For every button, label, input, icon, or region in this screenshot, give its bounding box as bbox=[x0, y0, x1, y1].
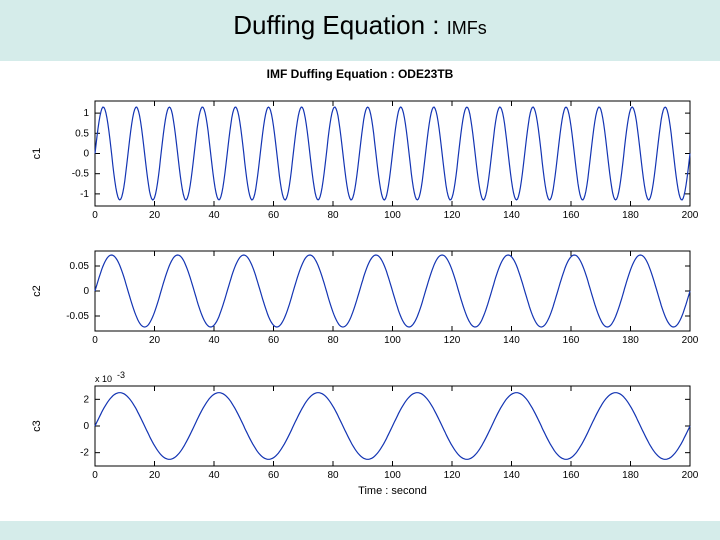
svg-text:60: 60 bbox=[268, 470, 280, 481]
svg-text:0: 0 bbox=[92, 470, 98, 481]
svg-text:180: 180 bbox=[622, 335, 639, 346]
svg-text:20: 20 bbox=[149, 470, 161, 481]
svg-text:180: 180 bbox=[622, 470, 639, 481]
svg-text:120: 120 bbox=[444, 470, 461, 481]
title-main: Duffing Equation : bbox=[233, 10, 446, 40]
svg-text:200: 200 bbox=[682, 470, 699, 481]
svg-text:80: 80 bbox=[327, 335, 339, 346]
svg-text:0: 0 bbox=[83, 421, 89, 432]
svg-text:80: 80 bbox=[327, 470, 339, 481]
svg-text:180: 180 bbox=[622, 210, 639, 221]
svg-text:60: 60 bbox=[268, 335, 280, 346]
svg-text:0: 0 bbox=[92, 335, 98, 346]
chart-svg: 020406080100120140160180200-1-0.500.51c1… bbox=[0, 61, 720, 521]
svg-text:40: 40 bbox=[208, 470, 220, 481]
svg-text:-3: -3 bbox=[117, 370, 125, 380]
svg-text:200: 200 bbox=[682, 335, 699, 346]
svg-text:80: 80 bbox=[327, 210, 339, 221]
svg-text:0.5: 0.5 bbox=[75, 128, 89, 139]
svg-text:20: 20 bbox=[149, 335, 161, 346]
svg-text:x 10: x 10 bbox=[95, 374, 112, 384]
svg-text:-0.5: -0.5 bbox=[72, 169, 90, 180]
svg-text:140: 140 bbox=[503, 470, 520, 481]
svg-text:1: 1 bbox=[83, 108, 89, 119]
svg-text:140: 140 bbox=[503, 210, 520, 221]
svg-text:160: 160 bbox=[563, 210, 580, 221]
svg-text:0.05: 0.05 bbox=[70, 261, 90, 272]
svg-text:0: 0 bbox=[83, 149, 89, 160]
svg-text:140: 140 bbox=[503, 335, 520, 346]
svg-text:160: 160 bbox=[563, 335, 580, 346]
figure-area: IMF Duffing Equation : ODE23TB 020406080… bbox=[0, 61, 720, 521]
svg-text:20: 20 bbox=[149, 210, 161, 221]
svg-text:0: 0 bbox=[83, 286, 89, 297]
svg-text:200: 200 bbox=[682, 210, 699, 221]
svg-text:40: 40 bbox=[208, 210, 220, 221]
svg-text:40: 40 bbox=[208, 335, 220, 346]
svg-text:60: 60 bbox=[268, 210, 280, 221]
svg-text:2: 2 bbox=[83, 394, 89, 405]
svg-text:100: 100 bbox=[384, 335, 401, 346]
svg-text:c1: c1 bbox=[31, 148, 43, 160]
svg-text:c2: c2 bbox=[31, 285, 43, 297]
svg-text:100: 100 bbox=[384, 470, 401, 481]
svg-text:100: 100 bbox=[384, 210, 401, 221]
svg-text:-1: -1 bbox=[80, 189, 89, 200]
svg-text:c3: c3 bbox=[31, 420, 43, 432]
svg-text:-2: -2 bbox=[80, 448, 89, 459]
svg-text:120: 120 bbox=[444, 210, 461, 221]
svg-text:Time : second: Time : second bbox=[358, 485, 427, 497]
svg-text:160: 160 bbox=[563, 470, 580, 481]
svg-text:120: 120 bbox=[444, 335, 461, 346]
svg-text:-0.05: -0.05 bbox=[66, 311, 89, 322]
title-sub: IMFs bbox=[447, 18, 487, 38]
svg-text:0: 0 bbox=[92, 210, 98, 221]
page-title: Duffing Equation : IMFs bbox=[0, 0, 720, 47]
